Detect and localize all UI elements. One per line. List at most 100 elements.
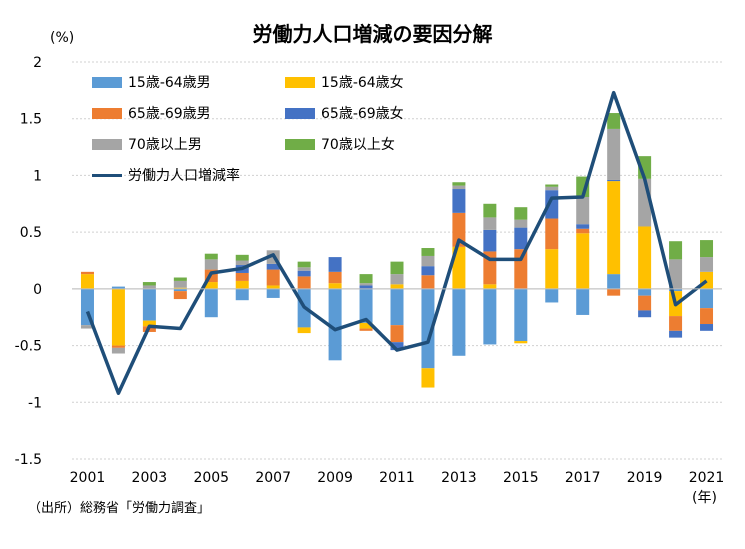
bar-segment: [700, 257, 714, 272]
y-tick-label: 0.5: [20, 225, 42, 241]
x-tick-label: 2017: [565, 470, 601, 486]
x-tick-label: 2005: [193, 470, 229, 486]
bar-segment: [421, 266, 435, 276]
x-tick-label: 2015: [503, 470, 539, 486]
bar-segment: [359, 322, 373, 329]
bar-segment: [700, 324, 714, 331]
legend-item: 労働力人口増減率: [92, 165, 240, 185]
x-tick-label: 2009: [317, 470, 353, 486]
legend-swatch: [92, 76, 122, 88]
bar-segment: [111, 288, 125, 346]
bar-segment: [638, 226, 652, 289]
bar-segment: [483, 229, 497, 252]
bar-segment: [514, 219, 528, 228]
bar-segment: [576, 233, 590, 289]
bar-segment: [173, 288, 187, 292]
bar-segment: [576, 288, 590, 315]
bar-segment: [359, 328, 373, 331]
bar-segment: [452, 185, 466, 190]
chart-title: 労働力人口増減の要因分解: [252, 22, 493, 46]
bar-segment: [328, 271, 342, 284]
bar-segment: [297, 270, 311, 277]
x-tick-label: 2003: [132, 470, 168, 486]
bar-segment: [607, 274, 621, 289]
legend-label: 70歳以上女: [321, 137, 395, 153]
bar-segment: [669, 241, 683, 260]
bar-segment: [421, 255, 435, 267]
bar-segment: [421, 368, 435, 388]
bar-segment: [142, 282, 156, 286]
legend-label: 65歳-69歳男: [128, 106, 211, 122]
axes-group: 2 1.5 1 0.5 0 -0.5 -1 -1.5 2001 2003 2005 2007 2009 2…: [15, 55, 725, 486]
x-tick-label: 2011: [379, 470, 415, 486]
bar-segment: [80, 274, 94, 289]
y-tick-label: 0: [33, 282, 42, 298]
bar-segment: [669, 288, 683, 292]
bar-segment: [142, 288, 156, 321]
bar-segment: [607, 113, 621, 129]
legend-item: 65歳-69歳男: [92, 103, 211, 123]
legend-swatch: [92, 138, 122, 150]
bar-segment: [173, 291, 187, 300]
legend-swatch: [285, 138, 315, 150]
bar-segment: [235, 272, 249, 281]
line-group: [85, 90, 708, 395]
x-tick-label: 2019: [627, 470, 663, 486]
bar-segment: [576, 196, 590, 225]
legend-swatch: [285, 107, 315, 119]
x-axis-unit: (年): [692, 490, 717, 506]
bar-segment: [669, 259, 683, 289]
legend-item: 65歳-69歳女: [285, 103, 404, 123]
bar-segment: [235, 254, 249, 261]
x-tick-label: 2021: [689, 470, 725, 486]
y-tick-label: -0.5: [15, 339, 42, 355]
bar-segment: [669, 330, 683, 338]
bar-segment: [545, 218, 559, 250]
bar-segment: [390, 284, 404, 289]
y-tick-label: 1.5: [20, 112, 42, 128]
bar-segment: [607, 179, 621, 182]
x-tick-label: 2013: [441, 470, 477, 486]
bar-segment: [266, 285, 280, 289]
bar-segment: [483, 203, 497, 218]
bar-segment: [297, 267, 311, 271]
bar-segment: [576, 224, 590, 229]
bar-segment: [421, 288, 435, 369]
bar-segment: [359, 285, 373, 289]
bar-segment: [328, 257, 342, 272]
bar-segment: [390, 288, 404, 326]
legend-label: 15歳-64歳男: [128, 75, 211, 91]
bar-segment: [235, 280, 249, 289]
bar-segment: [700, 288, 714, 309]
bar-segment: [173, 287, 187, 289]
legend-label: 70歳以上男: [128, 137, 202, 153]
bar-segment: [390, 274, 404, 285]
bar-segment: [142, 285, 156, 289]
bar-segment: [514, 341, 528, 344]
bar-segment: [514, 288, 528, 342]
bar-segment: [421, 248, 435, 256]
bar-segment: [80, 325, 94, 329]
legend-swatch: [285, 76, 315, 88]
bar-segment: [638, 288, 652, 296]
legend-item: 70歳以上女: [285, 134, 395, 154]
bar-segment: [483, 284, 497, 289]
bar-segment: [235, 260, 249, 266]
y-axis-unit: (%): [50, 30, 75, 46]
legend-item: 70歳以上男: [92, 134, 202, 154]
bar-segment: [545, 184, 559, 187]
bar-segment: [80, 271, 94, 275]
y-tick-label: 2: [33, 55, 42, 71]
bar-segment: [204, 288, 218, 318]
bar-segment: [204, 259, 218, 270]
bar-segment: [266, 269, 280, 286]
bar-segment: [514, 207, 528, 220]
bar-segment: [173, 277, 187, 281]
bar-segment: [297, 261, 311, 268]
bar-segment: [359, 283, 373, 286]
line-series-path: [85, 90, 708, 395]
bar-segment: [359, 274, 373, 284]
y-tick-label: 1: [33, 168, 42, 184]
bar-segment: [607, 128, 621, 180]
